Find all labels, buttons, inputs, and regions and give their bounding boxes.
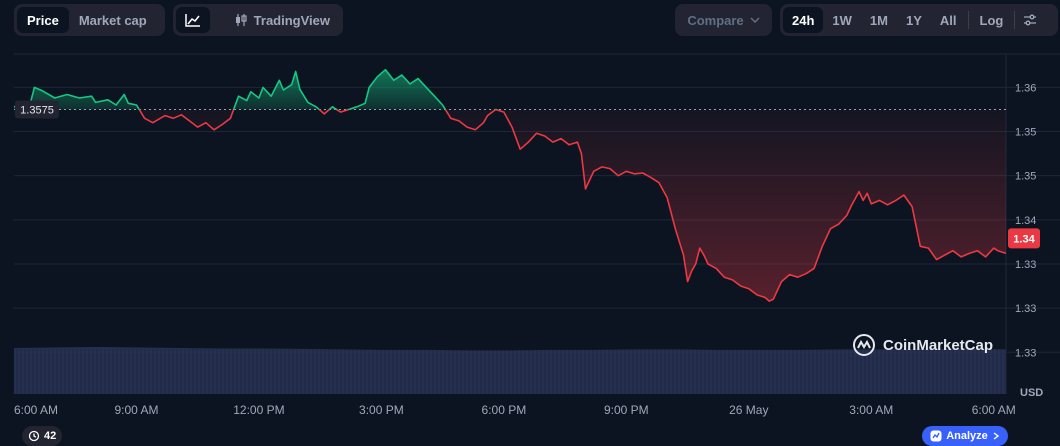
volume-bars <box>14 347 1006 394</box>
price-line-down <box>138 109 1007 302</box>
y-tick-label: 1.35 <box>1015 171 1036 183</box>
current-price-tag <box>1008 228 1040 249</box>
chart-type-toggle: Price Market cap <box>14 4 165 36</box>
range-1y[interactable]: 1Y <box>905 12 922 28</box>
compare-label: Compare <box>687 12 744 28</box>
coinmarketcap-watermark: CoinMarketCap <box>852 333 993 357</box>
coinmarketcap-logo-icon <box>853 334 875 356</box>
x-tick-label: 26 May <box>729 403 768 417</box>
divider <box>967 11 969 29</box>
log-scale-button[interactable]: Log <box>979 12 1004 28</box>
area-fills <box>14 69 1006 302</box>
y-axis-labels: 1.36 1.35 1.35 1.34 1.33 1.33 1.33 USD <box>1015 82 1043 399</box>
history-chip[interactable]: 42 <box>22 426 63 446</box>
chevron-down-icon <box>750 17 760 23</box>
line-chart-button[interactable] <box>176 7 210 33</box>
y-tick-label: 1.34 <box>1015 215 1036 227</box>
sliders-icon <box>1024 14 1037 26</box>
analyze-icon <box>930 430 942 442</box>
x-tick-label: 12:00 PM <box>233 403 284 417</box>
line-chart-icon <box>185 14 200 27</box>
baseline-tag-label: 1.3575 <box>20 104 54 116</box>
y-tick-label: 1.33 <box>1015 303 1036 315</box>
analyze-label: Analyze <box>946 430 988 442</box>
x-tick-label: 3:00 AM <box>849 403 893 417</box>
current-price-label: 1.34 <box>1013 233 1035 245</box>
y-tick-label: 1.33 <box>1015 259 1036 271</box>
tab-market-cap[interactable]: Market cap <box>78 12 147 28</box>
tab-price[interactable]: Price <box>17 7 69 33</box>
y-tick-label: 1.35 <box>1015 127 1036 139</box>
candlestick-icon <box>235 14 247 26</box>
range-1m[interactable]: 1M <box>869 12 888 28</box>
range-all[interactable]: All <box>939 12 957 28</box>
history-count: 42 <box>44 430 57 442</box>
y-unit-label: USD <box>1020 387 1043 399</box>
price-line <box>13 68 1007 302</box>
x-tick-label: 9:00 PM <box>604 403 649 417</box>
volume-area <box>14 347 1006 394</box>
down-area-fill <box>139 109 1006 302</box>
watermark-text: CoinMarketCap <box>883 336 994 354</box>
y-tick-label: 1.33 <box>1015 347 1036 359</box>
tradingview-label: TradingView <box>253 12 330 28</box>
value-tags: 1.3575 1.34 <box>15 100 1040 249</box>
y-tick-label: 1.36 <box>1015 82 1036 94</box>
chart-toolbar: Price Market cap TradingView Compare 24h… <box>0 4 1060 36</box>
baseline-tag <box>15 100 59 119</box>
history-icon <box>28 430 40 442</box>
x-tick-label: 6:00 AM <box>14 403 58 417</box>
range-24h[interactable]: 24h <box>783 7 824 33</box>
x-tick-label: 3:00 PM <box>359 403 404 417</box>
chart-view-toggle: TradingView <box>173 4 343 36</box>
compare-dropdown[interactable]: Compare <box>675 4 772 36</box>
analyze-button[interactable]: Analyze <box>922 426 1008 446</box>
range-1w[interactable]: 1W <box>832 12 852 28</box>
chevron-right-icon <box>993 432 999 440</box>
x-axis-labels: 6:00 AM 9:00 AM 12:00 PM 3:00 PM 6:00 PM 9:00… <box>14 403 1016 417</box>
tradingview-button[interactable]: TradingView <box>224 7 340 33</box>
x-tick-label: 9:00 AM <box>114 403 158 417</box>
divider <box>1014 11 1016 29</box>
x-tick-label: 6:00 PM <box>482 403 527 417</box>
up-area-fill <box>14 69 1006 110</box>
time-range-toggle: 24h 1W 1M 1Y All Log <box>780 4 1058 36</box>
settings-button[interactable] <box>1017 7 1043 33</box>
x-tick-label: 6:00 AM <box>972 403 1016 417</box>
